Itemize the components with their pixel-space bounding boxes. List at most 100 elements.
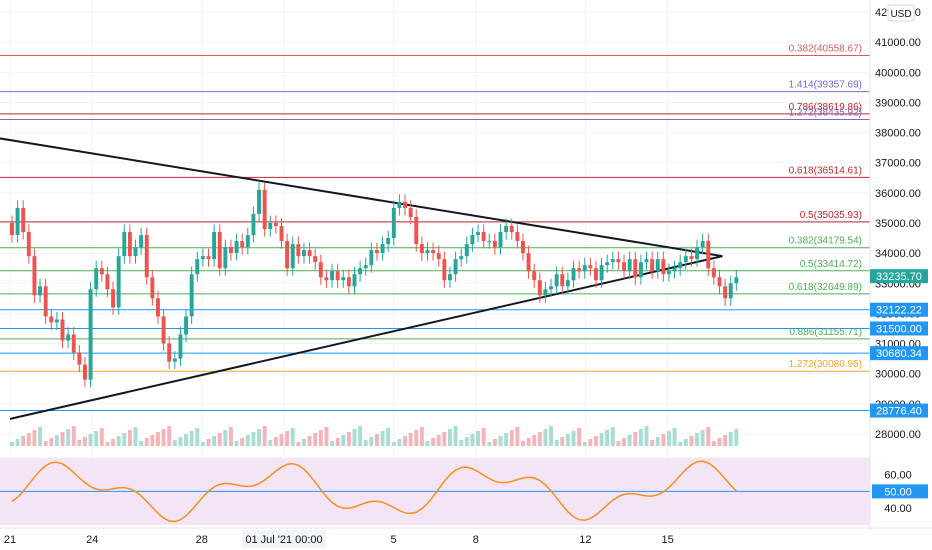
candle-body [195, 259, 200, 275]
candle-body [706, 241, 711, 269]
price-marker [870, 346, 928, 361]
volume-bar [38, 427, 43, 446]
candle-body [526, 253, 531, 272]
volume-bar [111, 439, 116, 446]
volume-bar [71, 426, 76, 446]
volume-bar [330, 441, 335, 446]
volume-bar [60, 432, 65, 446]
horizontal-price-lines [0, 309, 870, 412]
candle-body [43, 286, 48, 317]
time-tick-label: 5 [391, 534, 397, 546]
volume-bar [150, 435, 155, 446]
candle-body [257, 189, 262, 214]
rsi-current-label: 50.00 [884, 486, 912, 498]
candle-body [464, 244, 469, 257]
volume-bar [425, 441, 430, 446]
candle-body [229, 247, 233, 254]
candle-body [678, 262, 683, 269]
candle-body [77, 352, 82, 365]
candlesticks [10, 182, 739, 388]
fib-label: 0.5(35035.93) [800, 210, 862, 221]
candle-body [650, 259, 655, 272]
volume-bar [279, 434, 284, 446]
candle-body [21, 207, 26, 233]
candle-body [605, 262, 610, 266]
candle-body [554, 274, 559, 287]
volume-bar [83, 437, 87, 446]
volume-bar [711, 441, 716, 446]
candle-body [633, 259, 638, 278]
volume-bar [638, 429, 643, 446]
price-tick-label: 28000.00 [875, 429, 921, 441]
volume-bar [49, 438, 54, 446]
trend-drawings[interactable] [0, 136, 723, 420]
candle-body [184, 316, 189, 335]
volume-bar [99, 428, 104, 446]
volume-bar [509, 430, 514, 446]
candle-body [172, 358, 177, 362]
candle-body [543, 289, 548, 296]
price-tick-label: 35000.00 [875, 218, 921, 230]
volume-bar [672, 428, 677, 446]
price-tick-label: 41000.00 [875, 37, 921, 49]
price-marker [870, 302, 928, 317]
candle-body [167, 343, 172, 362]
candle-body [565, 280, 570, 287]
volume-bar [26, 433, 31, 446]
candle-body [571, 268, 576, 281]
volume-bar [302, 439, 306, 446]
candle-body [240, 241, 245, 248]
candle-body [537, 280, 542, 296]
volume-bar [273, 437, 278, 446]
volume-bar [161, 429, 166, 446]
volume-bar [369, 437, 374, 446]
time-axis[interactable]: 21 24 28 01 Jul '21 00:00 5 8 12 15 [0, 527, 932, 548]
volume-bar [532, 435, 537, 446]
volume-bar [116, 436, 121, 446]
rsi-current-marker [872, 484, 928, 499]
time-tick-label: 24 [86, 534, 98, 546]
candle-body [200, 256, 205, 260]
candle-body [189, 274, 194, 317]
price-tick-label: 38000.00 [875, 128, 921, 140]
candle-body [307, 250, 312, 257]
candle-body [369, 250, 374, 266]
volume-bar [200, 442, 205, 446]
volume-bar [296, 442, 301, 446]
candle-body [431, 250, 436, 254]
candle-body [318, 262, 323, 278]
price-marker-label: 28776.40 [876, 406, 922, 418]
candle-body [60, 319, 65, 341]
candle-body [105, 274, 110, 290]
candle-body [144, 235, 149, 278]
price-tick-label: 30000.00 [875, 369, 921, 381]
candle-body [83, 364, 87, 380]
volume-bar [397, 439, 402, 446]
fib-levels: 0.382(40558.67) 1.414(39357.69) 0.786(3861… [0, 43, 870, 372]
volume-bar [346, 432, 351, 446]
candle-body [341, 277, 346, 281]
volume-bar [498, 436, 503, 446]
candle-body [285, 241, 290, 269]
candle-body [683, 256, 688, 263]
volume-bar [594, 436, 598, 446]
candle-body [161, 316, 166, 344]
candle-body [610, 259, 615, 263]
fib-label: 1.414(39357.69) [789, 80, 862, 91]
price-marker [870, 269, 928, 284]
volume-bar [549, 426, 554, 446]
candle-body [133, 247, 138, 257]
candle-body [476, 232, 481, 236]
fib-label: 0.618(32649.89) [789, 282, 862, 293]
volume-bar [689, 436, 694, 446]
candle-body [470, 235, 475, 245]
candle-body [442, 259, 447, 281]
currency-badge [887, 4, 915, 22]
candle-body [386, 238, 391, 245]
volume-bar [391, 442, 396, 446]
candle-body [122, 232, 127, 257]
volume-bar [504, 433, 509, 446]
candle-body [689, 256, 694, 260]
fib-label: 0.786(38619.86) [789, 102, 862, 113]
